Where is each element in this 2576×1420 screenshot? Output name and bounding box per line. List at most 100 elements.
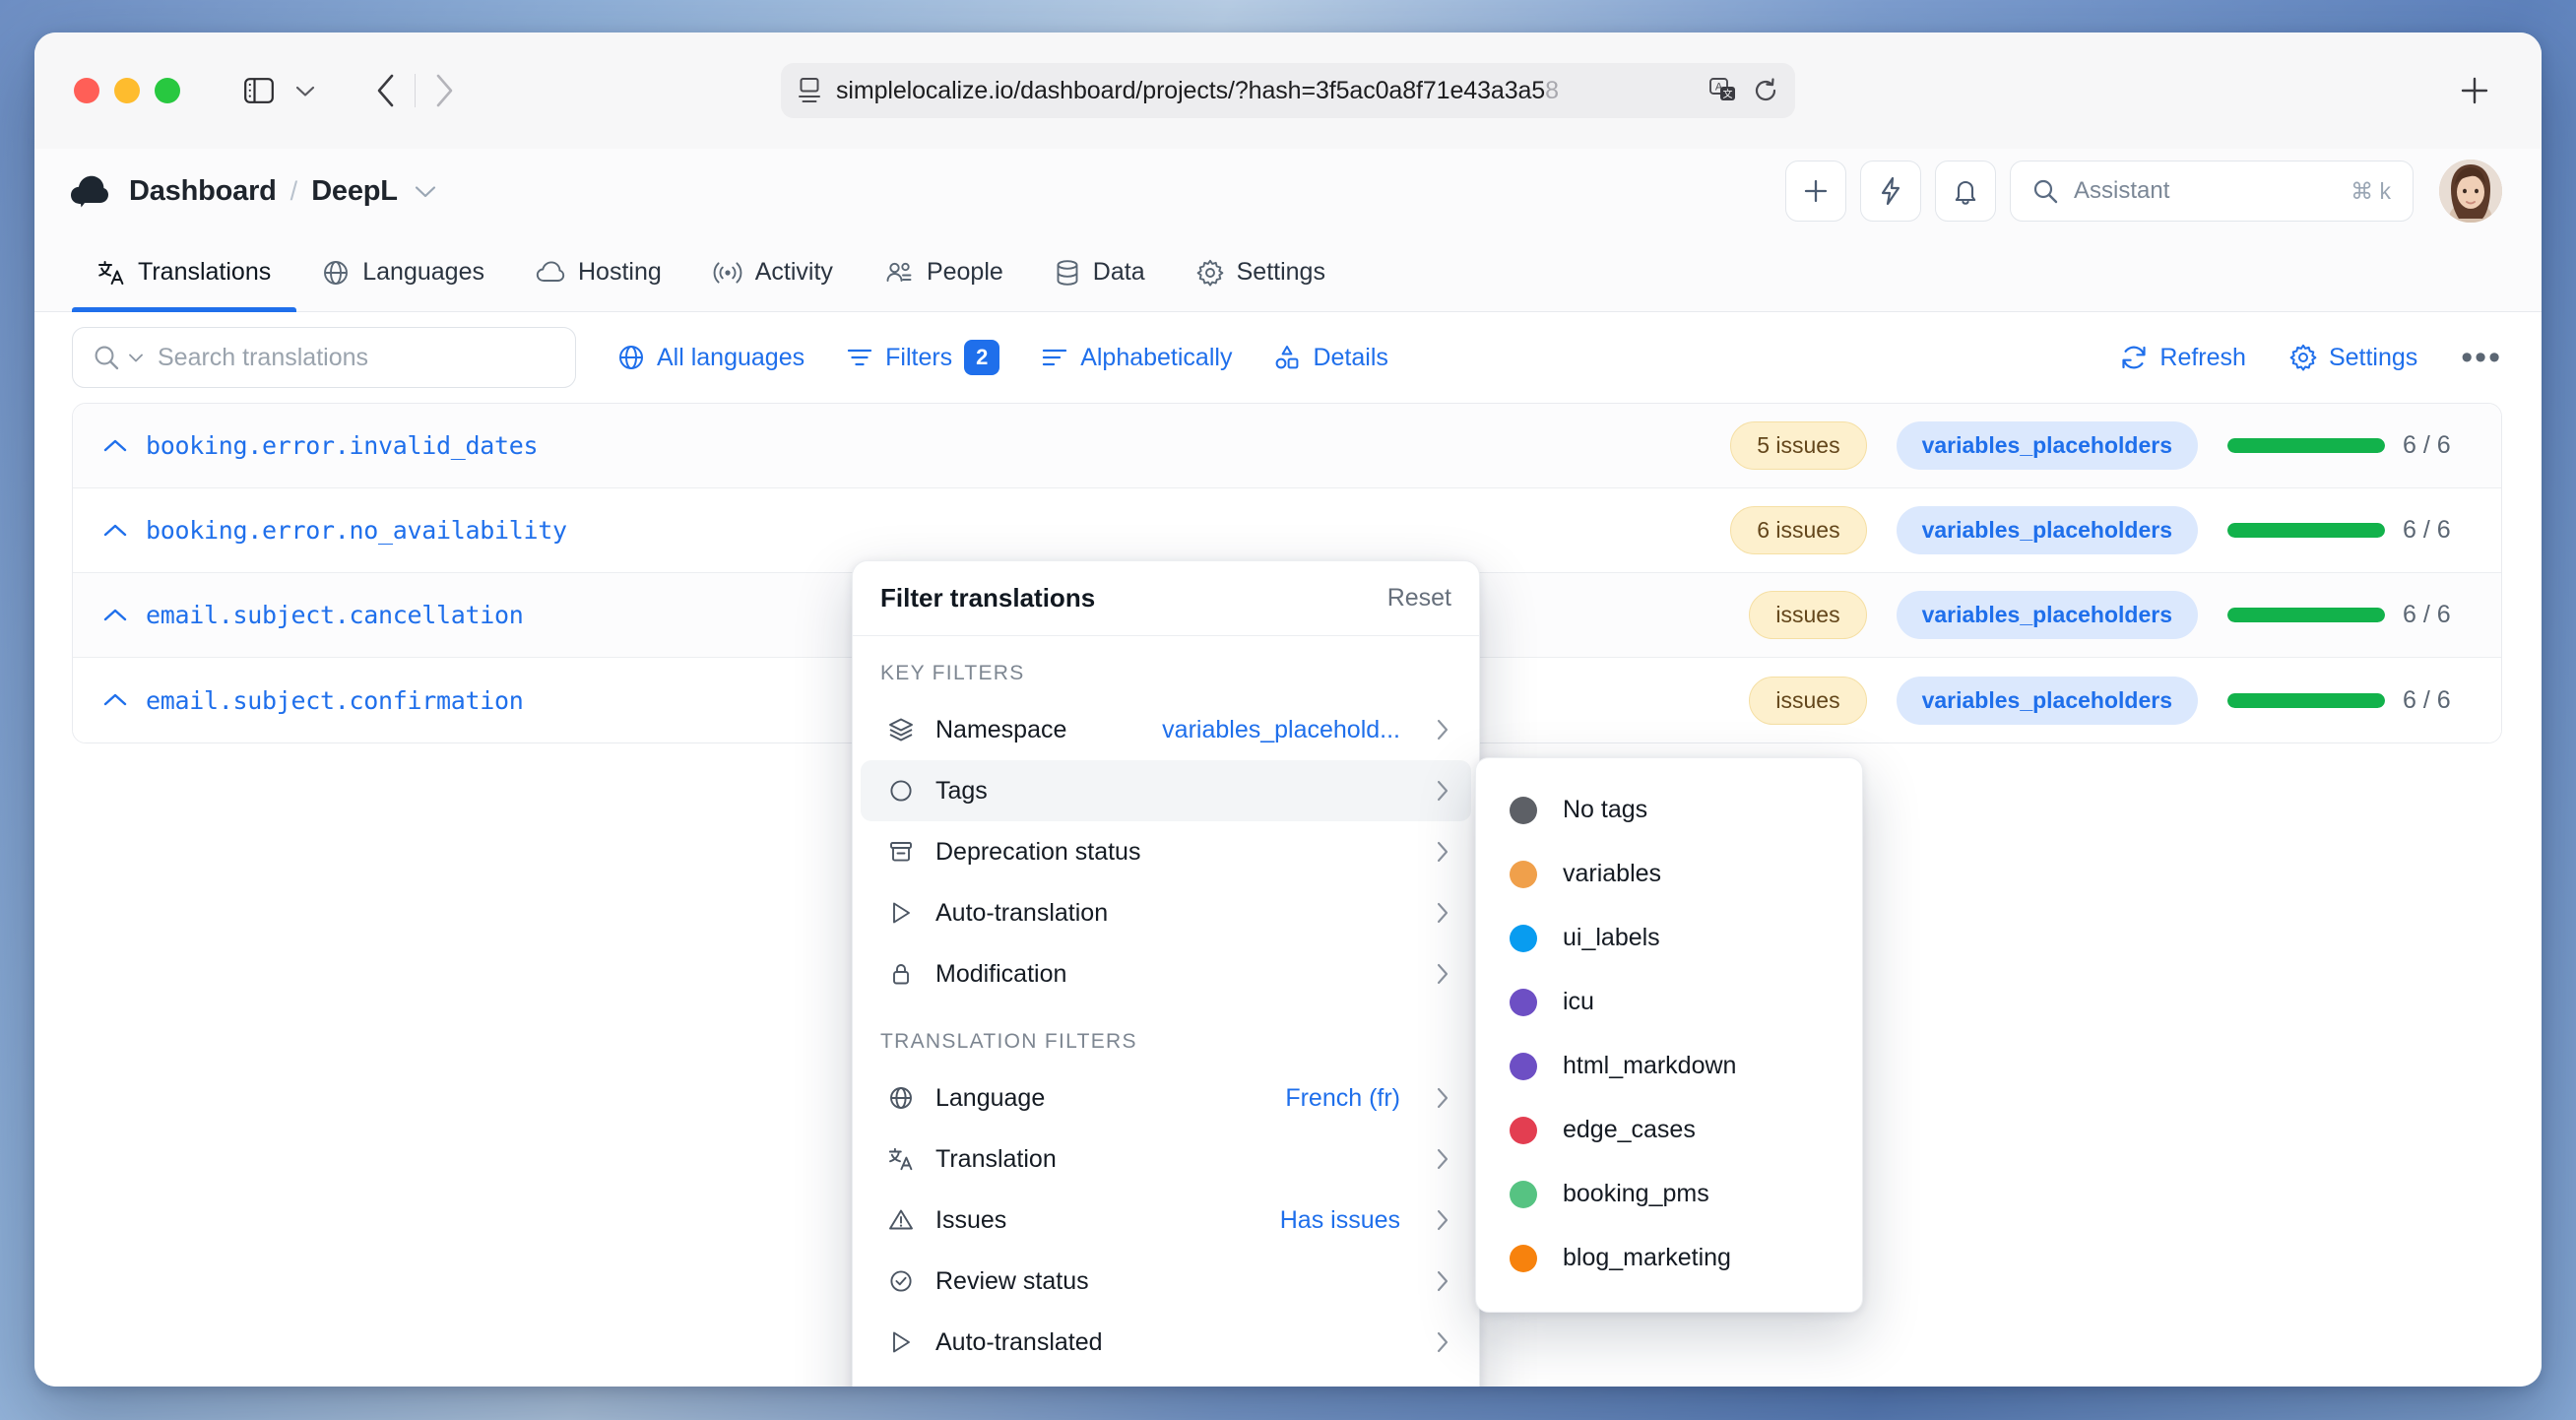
filters-button[interactable]: Filters 2: [846, 340, 1000, 375]
cloud-logo: [70, 174, 109, 208]
refresh-button[interactable]: Refresh: [2120, 344, 2246, 372]
table-row[interactable]: booking.error.no_availability 6 issues v…: [73, 488, 2501, 573]
broadcast-icon: [713, 259, 742, 287]
tab-hosting[interactable]: Hosting: [510, 233, 687, 311]
filter-label: Auto-translated: [935, 1327, 1103, 1356]
translation-key[interactable]: booking.error.invalid_dates: [146, 431, 539, 460]
tags-submenu: No tags variables ui_labels icu html_mar…: [1475, 757, 1863, 1313]
filter-row-auto-translation[interactable]: Auto-translation: [861, 882, 1471, 943]
namespace-badge[interactable]: variables_placeholders: [1896, 506, 2198, 554]
tag-option-html-markdown[interactable]: html_markdown: [1476, 1034, 1862, 1098]
toolbar-settings-button[interactable]: Settings: [2289, 344, 2417, 372]
status-badge[interactable]: issues: [1749, 676, 1867, 725]
minimize-window-button[interactable]: [114, 78, 140, 103]
namespace-badge[interactable]: variables_placeholders: [1896, 421, 2198, 470]
sidebar-chevron-down-icon[interactable]: [289, 63, 322, 118]
filter-value: French (fr): [1285, 1083, 1400, 1112]
tab-languages[interactable]: Languages: [296, 233, 510, 311]
tab-translations[interactable]: Translations: [72, 233, 297, 312]
forward-button[interactable]: [416, 63, 473, 118]
back-button[interactable]: [357, 63, 415, 118]
status-badge[interactable]: 5 issues: [1730, 421, 1867, 470]
ellipsis-icon[interactable]: •••: [2461, 339, 2502, 376]
close-window-button[interactable]: [74, 78, 99, 103]
breadcrumb-dashboard[interactable]: Dashboard: [129, 174, 277, 207]
tag-option-booking-pms[interactable]: booking_pms: [1476, 1162, 1862, 1226]
chevron-right-icon: [1436, 901, 1449, 925]
sort-label: Alphabetically: [1080, 343, 1233, 371]
play-icon: [886, 900, 916, 926]
page-settings-icon[interactable]: [797, 77, 822, 104]
tag-color-dot: [1510, 860, 1537, 888]
tag-option-edge-cases[interactable]: edge_cases: [1476, 1098, 1862, 1162]
tab-data[interactable]: Data: [1029, 233, 1171, 311]
progress-label: 6 / 6: [2403, 516, 2451, 544]
new-tab-button[interactable]: [2447, 63, 2502, 118]
filter-row-namespace[interactable]: Namespace variables_placehold...: [861, 699, 1471, 760]
tag-option-no-tags[interactable]: No tags: [1476, 778, 1862, 842]
tab-activity[interactable]: Activity: [687, 233, 859, 311]
tab-settings[interactable]: Settings: [1171, 233, 1351, 311]
chevron-down-icon[interactable]: [128, 353, 144, 363]
sidebar-icon[interactable]: [231, 63, 287, 118]
warning-icon: [886, 1207, 916, 1233]
translation-key[interactable]: email.subject.confirmation: [146, 685, 524, 715]
reset-filters-button[interactable]: Reset: [1386, 584, 1451, 612]
filter-row-deprecation-status[interactable]: Deprecation status: [861, 821, 1471, 882]
sort-button[interactable]: Alphabetically: [1041, 344, 1232, 372]
refresh-label: Refresh: [2159, 343, 2246, 371]
status-badge[interactable]: issues: [1749, 591, 1867, 639]
tab-label: Data: [1092, 258, 1145, 286]
chevron-up-icon[interactable]: [102, 523, 146, 539]
filter-row-review-status[interactable]: Review status: [861, 1251, 1471, 1312]
translation-key[interactable]: booking.error.no_availability: [146, 516, 567, 545]
browser-window: simplelocalize.io/dashboard/projects/?ha…: [34, 32, 2542, 1387]
details-label: Details: [1313, 343, 1388, 371]
reload-icon[interactable]: [1752, 77, 1779, 104]
globe-icon: [886, 1085, 916, 1111]
filter-row-translation[interactable]: Translation: [861, 1129, 1471, 1190]
all-languages-button[interactable]: All languages: [617, 344, 805, 372]
filter-row-auto-translated[interactable]: Auto-translated: [861, 1312, 1471, 1373]
database-icon: [1055, 259, 1080, 287]
people-icon: [884, 259, 914, 287]
filter-label: Issues: [935, 1205, 1007, 1234]
filter-row-modification[interactable]: Modification: [861, 943, 1471, 1004]
chevron-down-icon[interactable]: [414, 184, 437, 199]
namespace-badge[interactable]: variables_placeholders: [1896, 676, 2198, 725]
table-row[interactable]: booking.error.invalid_dates 5 issues var…: [73, 404, 2501, 488]
filter-label: Language: [935, 1083, 1046, 1112]
status-badge[interactable]: 6 issues: [1730, 506, 1867, 554]
add-button[interactable]: [1785, 161, 1846, 222]
tab-people[interactable]: People: [859, 233, 1029, 311]
filter-panel-title: Filter translations: [880, 583, 1096, 613]
translations-list: booking.error.invalid_dates 5 issues var…: [72, 403, 2502, 743]
nav-divider: [415, 74, 416, 107]
tab-label: Activity: [754, 258, 833, 286]
filter-row-issues[interactable]: Issues Has issues: [861, 1190, 1471, 1251]
chevron-up-icon[interactable]: [102, 438, 146, 454]
breadcrumb-project[interactable]: DeepL: [311, 174, 398, 207]
chevron-up-icon[interactable]: [102, 608, 146, 623]
assistant-search-input[interactable]: Assistant ⌘ k: [2010, 161, 2414, 222]
check-circle-icon: [886, 1268, 916, 1294]
translation-key[interactable]: email.subject.cancellation: [146, 601, 524, 629]
tag-option-variables[interactable]: variables: [1476, 842, 1862, 906]
bell-icon[interactable]: [1935, 161, 1996, 222]
filter-row-tags[interactable]: Tags: [861, 760, 1471, 821]
tag-option-icu[interactable]: icu: [1476, 970, 1862, 1034]
chevron-up-icon[interactable]: [102, 692, 146, 708]
filter-row-language[interactable]: Language French (fr): [861, 1067, 1471, 1129]
lightning-bolt-icon[interactable]: [1860, 161, 1921, 222]
progress-bar: [2227, 438, 2385, 453]
address-bar[interactable]: simplelocalize.io/dashboard/projects/?ha…: [781, 63, 1795, 118]
namespace-badge[interactable]: variables_placeholders: [1896, 591, 2198, 639]
search-input[interactable]: Search translations: [72, 327, 576, 388]
tag-option-blog-marketing[interactable]: blog_marketing: [1476, 1226, 1862, 1290]
avatar[interactable]: [2439, 160, 2502, 223]
progress-bar: [2227, 523, 2385, 538]
tag-option-ui-labels[interactable]: ui_labels: [1476, 906, 1862, 970]
details-button[interactable]: Details: [1273, 343, 1388, 372]
maximize-window-button[interactable]: [155, 78, 180, 103]
